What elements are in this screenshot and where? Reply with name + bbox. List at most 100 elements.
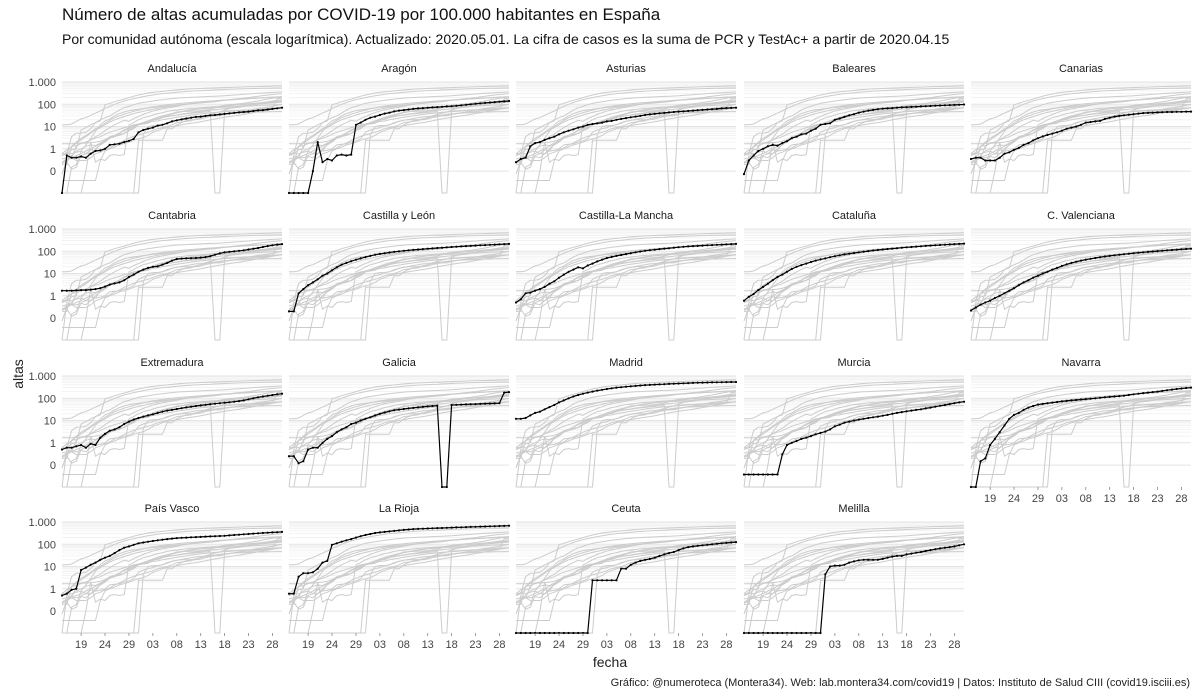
x-tick-label: 08 (398, 639, 410, 651)
highlight-data-point (562, 131, 565, 134)
x-tick-label: 29 (350, 639, 362, 651)
background-series-line (743, 91, 965, 156)
background-series-line (62, 381, 282, 420)
highlight-data-point (445, 485, 448, 489)
background-series-line (743, 541, 965, 604)
highlight-data-point (857, 111, 860, 114)
highlight-data-point (369, 416, 372, 419)
highlight-data-point (302, 191, 305, 195)
highlight-data-point (886, 107, 889, 110)
highlight-data-point (984, 301, 987, 304)
highlight-data-point (190, 405, 193, 408)
highlight-data-point (180, 118, 183, 121)
highlight-data-point (567, 631, 570, 635)
background-series-line (62, 379, 283, 449)
highlight-data-point (1051, 268, 1054, 271)
highlight-data-point (421, 107, 424, 110)
x-tick-label: 03 (601, 639, 613, 651)
highlight-data-point (213, 253, 217, 256)
background-series-line (62, 107, 283, 181)
background-series-line (744, 232, 965, 302)
highlight-data-point (223, 534, 226, 537)
highlight-data-point (620, 386, 623, 389)
highlight-data-point (330, 543, 334, 546)
highlight-data-point (247, 110, 250, 113)
highlight-data-point (137, 416, 140, 420)
background-series-line (516, 401, 737, 475)
highlight-data-point (790, 137, 793, 140)
highlight-data-point (378, 252, 381, 255)
background-series-line (288, 551, 509, 601)
highlight-data-point (819, 123, 822, 126)
highlight-data-point (715, 243, 719, 246)
highlight-data-point (75, 289, 78, 292)
background-series-line (516, 387, 737, 488)
highlight-data-point (1156, 250, 1159, 253)
highlight-data-point (557, 276, 561, 279)
highlight-data-point (156, 124, 159, 127)
y-tick-label: 0 (50, 460, 56, 472)
background-series-line (516, 525, 737, 595)
highlight-data-point (276, 393, 279, 396)
highlight-data-point (123, 141, 126, 144)
y-tick-label: 1.000 (28, 371, 56, 383)
background-series-line (744, 254, 965, 328)
background-series-line (62, 240, 283, 341)
highlight-data-point (402, 528, 405, 532)
highlight-data-point (194, 404, 197, 408)
highlight-data-point (1118, 114, 1121, 117)
highlight-data-point (881, 557, 884, 561)
highlight-data-point (1170, 110, 1173, 114)
highlight-data-point (340, 540, 343, 543)
background-series-line (515, 405, 736, 455)
highlight-data-point (814, 433, 817, 436)
highlight-data-point (934, 104, 937, 107)
highlight-data-point (450, 105, 453, 108)
highlight-data-point (538, 288, 542, 291)
highlight-data-point (498, 100, 501, 103)
highlight-data-point (445, 246, 448, 249)
highlight-data-point (431, 527, 434, 530)
highlight-data-point (644, 113, 647, 117)
highlight-data-point (838, 423, 841, 426)
highlight-data-point (548, 406, 551, 409)
highlight-data-point (958, 103, 961, 106)
highlight-data-point (354, 421, 358, 424)
highlight-data-point (350, 538, 353, 541)
facet-strip-label: Andalucía (148, 63, 198, 75)
highlight-data-point (350, 260, 353, 263)
highlight-data-point (1137, 251, 1140, 254)
background-series-line (970, 104, 1192, 175)
highlight-data-point (185, 536, 188, 539)
highlight-data-point (479, 525, 482, 528)
background-series-line (971, 234, 1191, 273)
highlight-data-point (175, 407, 178, 411)
background-series-line (288, 91, 510, 156)
highlight-data-point (577, 393, 580, 397)
highlight-data-point (682, 110, 685, 113)
highlight-data-point (194, 115, 197, 118)
highlight-data-point (989, 299, 992, 302)
highlight-data-point (1060, 129, 1063, 132)
highlight-data-point (867, 416, 870, 420)
highlight-data-point (800, 264, 803, 267)
highlight-data-point (624, 567, 628, 570)
background-series-line (970, 385, 1192, 450)
background-series-line (289, 401, 510, 475)
highlight-data-point (1041, 272, 1044, 275)
highlight-data-point (943, 403, 947, 407)
highlight-data-point (1132, 113, 1135, 116)
highlight-data-point (1036, 137, 1040, 140)
highlight-data-point (809, 260, 813, 264)
highlight-data-point (742, 473, 746, 476)
background-series-line (971, 244, 1192, 341)
highlight-data-point (1108, 395, 1111, 398)
highlight-data-point (393, 529, 396, 533)
facet-panel: Canarias (969, 63, 1193, 194)
background-series-line (971, 97, 1192, 194)
highlight-data-point (460, 526, 463, 529)
highlight-data-point (596, 579, 599, 582)
background-series-line (744, 97, 965, 194)
highlight-data-point (302, 572, 305, 575)
highlight-data-point (905, 246, 908, 249)
